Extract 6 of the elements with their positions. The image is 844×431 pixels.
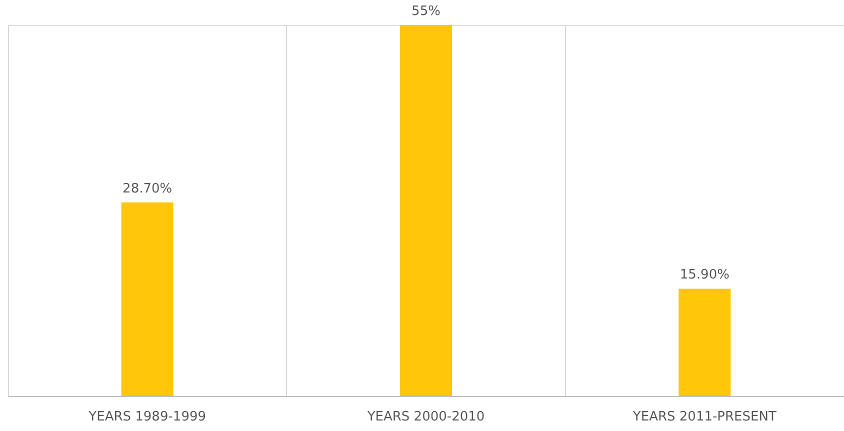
data-label: 28.70% bbox=[122, 181, 172, 196]
data-label: 15.90% bbox=[680, 268, 730, 283]
x-tick-label: YEARS 1989-1999 bbox=[88, 410, 206, 424]
x-tick-label: YEARS 2011-PRESENT bbox=[632, 410, 776, 424]
x-tick-label: YEARS 2000-2010 bbox=[366, 410, 485, 424]
data-label: 55% bbox=[412, 4, 440, 19]
